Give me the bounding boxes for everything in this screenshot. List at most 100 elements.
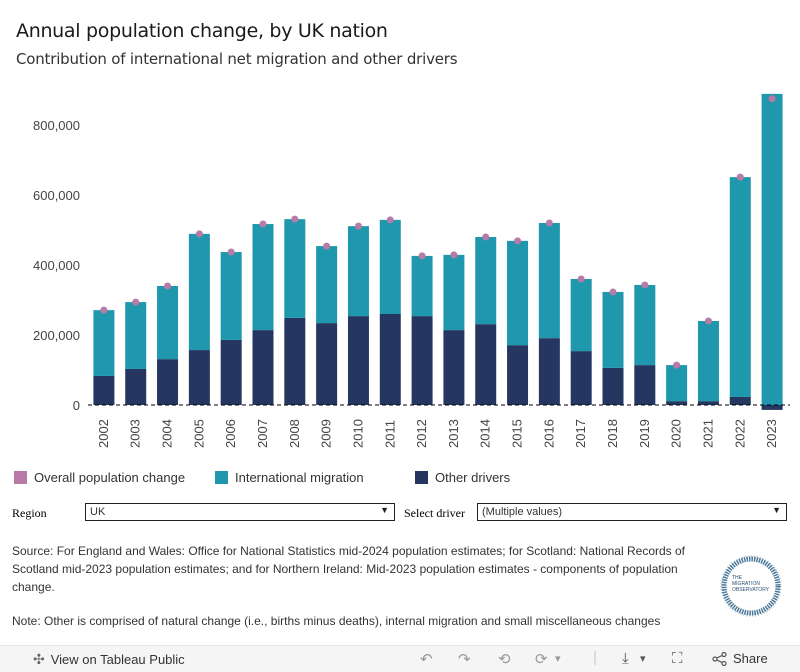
chart-legend: Overall population change International …	[14, 470, 794, 490]
bar-international-migration[interactable]	[761, 93, 783, 405]
point-overall-change[interactable]	[323, 242, 331, 250]
bar-international-migration[interactable]	[411, 255, 433, 317]
download-dropdown-icon[interactable]: ▾	[640, 653, 646, 665]
note-text: Note: Other is comprised of natural chan…	[12, 614, 661, 628]
bar-other-drivers[interactable]	[570, 351, 592, 405]
refresh-dropdown-icon[interactable]: ▾	[555, 653, 561, 665]
bar-international-migration[interactable]	[729, 177, 751, 397]
bar-other-drivers[interactable]	[157, 359, 179, 405]
refresh-icon[interactable]: ⟳	[535, 651, 548, 668]
x-tick-label: 2015	[510, 419, 525, 448]
point-overall-change[interactable]	[450, 251, 458, 259]
bar-international-migration[interactable]	[220, 252, 242, 340]
bar-other-drivers[interactable]	[602, 367, 624, 405]
point-overall-change[interactable]	[386, 216, 394, 224]
x-tick-label: 2004	[160, 419, 175, 448]
bar-other-drivers[interactable]	[729, 396, 751, 405]
bar-international-migration[interactable]	[93, 310, 115, 376]
bar-other-drivers[interactable]	[220, 339, 242, 405]
bar-international-migration[interactable]	[157, 286, 179, 360]
bar-other-drivers[interactable]	[284, 317, 306, 405]
legend-item-other[interactable]: Other drivers	[415, 470, 510, 485]
bar-international-migration[interactable]	[125, 302, 147, 369]
bar-other-drivers[interactable]	[538, 338, 560, 405]
bar-international-migration[interactable]	[252, 224, 274, 331]
region-select[interactable]: UK ▼	[85, 503, 395, 521]
tableau-icon: ✣	[33, 651, 45, 667]
y-tick-label: 600,000	[33, 188, 80, 203]
point-overall-change[interactable]	[259, 220, 267, 228]
point-overall-change[interactable]	[704, 317, 712, 325]
redo-icon[interactable]: ↷	[458, 651, 471, 668]
bar-other-drivers[interactable]	[697, 401, 719, 405]
bar-other-drivers[interactable]	[443, 330, 465, 405]
fullscreen-icon[interactable]: ⛶	[672, 650, 683, 667]
bar-international-migration[interactable]	[379, 219, 401, 314]
bar-international-migration[interactable]	[188, 233, 210, 351]
point-overall-change[interactable]	[482, 233, 490, 241]
x-tick-label: 2010	[350, 419, 365, 448]
point-overall-change[interactable]	[641, 281, 649, 289]
bar-other-drivers[interactable]	[93, 375, 115, 405]
bar-other-drivers[interactable]	[475, 324, 497, 405]
x-tick-label: 2009	[319, 419, 334, 448]
point-overall-change[interactable]	[227, 248, 235, 256]
point-overall-change[interactable]	[291, 215, 299, 223]
point-overall-change[interactable]	[100, 306, 108, 314]
x-tick-label: 2019	[637, 419, 652, 448]
point-overall-change[interactable]	[609, 288, 617, 296]
bar-international-migration[interactable]	[570, 279, 592, 352]
migration-observatory-logo[interactable]: THE MIGRATION OBSERVATORY	[718, 553, 784, 619]
x-tick-label: 2018	[605, 419, 620, 448]
bar-international-migration[interactable]	[475, 237, 497, 325]
bar-international-migration[interactable]	[507, 240, 529, 346]
y-tick-label: 800,000	[33, 118, 80, 133]
point-overall-change[interactable]	[673, 361, 681, 369]
bar-other-drivers[interactable]	[188, 350, 210, 405]
point-overall-change[interactable]	[164, 282, 172, 290]
legend-label-international: International migration	[235, 470, 364, 485]
point-overall-change[interactable]	[545, 219, 553, 227]
undo-icon[interactable]: ↶	[420, 651, 433, 668]
download-icon[interactable]: ⤓	[622, 650, 629, 667]
legend-item-international[interactable]: International migration	[215, 470, 364, 485]
bar-other-drivers[interactable]	[761, 405, 783, 410]
point-overall-change[interactable]	[195, 230, 203, 238]
point-overall-change[interactable]	[736, 173, 744, 181]
bar-international-migration[interactable]	[538, 223, 560, 339]
revert-icon[interactable]: ⟲	[498, 651, 511, 668]
point-overall-change[interactable]	[577, 275, 585, 283]
legend-item-overall[interactable]: Overall population change	[14, 470, 185, 485]
legend-swatch-other	[415, 471, 428, 484]
bar-other-drivers[interactable]	[252, 330, 274, 405]
point-overall-change[interactable]	[514, 237, 522, 245]
bar-other-drivers[interactable]	[634, 365, 656, 405]
source-text: Source: For England and Wales: Office fo…	[12, 544, 686, 594]
bar-international-migration[interactable]	[284, 219, 306, 318]
y-tick-label: 400,000	[33, 258, 80, 273]
region-select-value: UK	[90, 506, 106, 518]
bar-international-migration[interactable]	[602, 291, 624, 368]
bar-international-migration[interactable]	[697, 321, 719, 402]
view-on-tableau-link[interactable]: ✣ View on Tableau Public	[33, 651, 185, 668]
driver-select[interactable]: (Multiple values) ▼	[477, 503, 787, 521]
point-overall-change[interactable]	[768, 95, 776, 103]
share-button[interactable]: Share	[712, 651, 768, 666]
bar-international-migration[interactable]	[634, 284, 656, 366]
point-overall-change[interactable]	[418, 252, 426, 260]
bar-other-drivers[interactable]	[507, 345, 529, 405]
point-overall-change[interactable]	[132, 298, 140, 306]
bar-other-drivers[interactable]	[125, 368, 147, 405]
bar-international-migration[interactable]	[666, 365, 688, 402]
bar-international-migration[interactable]	[443, 254, 465, 331]
bar-other-drivers[interactable]	[347, 316, 369, 405]
bar-other-drivers[interactable]	[379, 314, 401, 405]
point-overall-change[interactable]	[354, 222, 362, 230]
chart-title: Annual population change, by UK nation	[16, 20, 388, 42]
bar-other-drivers[interactable]	[666, 401, 688, 405]
bar-other-drivers[interactable]	[411, 316, 433, 405]
bar-international-migration[interactable]	[347, 226, 369, 317]
bar-other-drivers[interactable]	[316, 323, 338, 405]
bar-international-migration[interactable]	[316, 246, 338, 324]
logo-line-3: OBSERVATORY	[732, 587, 770, 593]
